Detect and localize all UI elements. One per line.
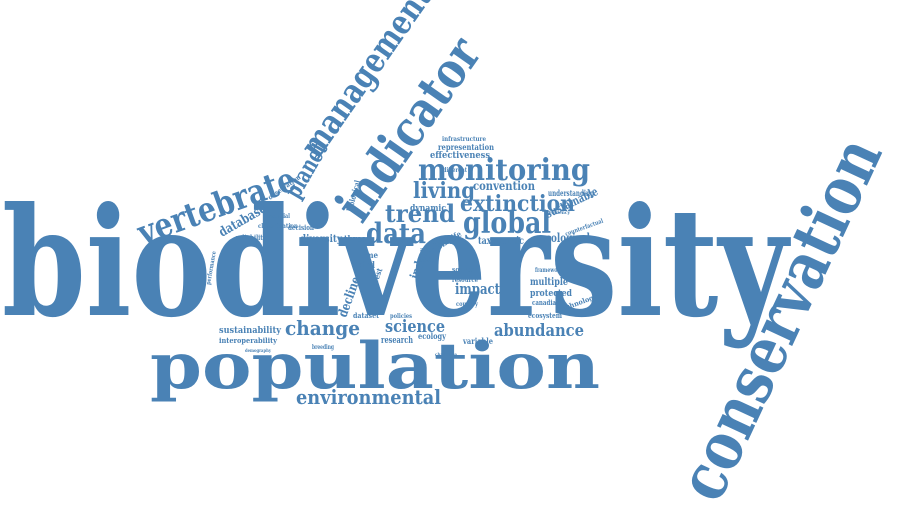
word-diversity: diversity — [300, 234, 343, 245]
word-different: different — [443, 167, 467, 174]
word-ecological: ecological — [540, 231, 590, 245]
word-source: source — [452, 265, 474, 274]
word-ecology: ecology — [418, 331, 446, 341]
word-dataset: dataset — [353, 311, 380, 320]
word-environmental: environmental — [296, 385, 441, 409]
word-resource: resource — [452, 277, 478, 284]
word-demography: demography — [245, 348, 272, 354]
word-threat: threat — [344, 235, 371, 245]
word-sustainability: sustainability — [219, 326, 282, 336]
word-area: area — [420, 245, 436, 254]
word-science: science — [385, 317, 445, 337]
word-canadian: canadian — [532, 298, 560, 307]
word-understanding: understanding — [548, 188, 594, 198]
word-convention: convention — [473, 179, 535, 193]
word-reliability: reliability — [236, 233, 267, 242]
word-representation: representation — [438, 142, 494, 152]
word-abundance: abundance — [494, 321, 584, 341]
word-deficiency: deficiency — [546, 210, 571, 216]
word-essential: essential — [266, 213, 291, 220]
word-population: population — [150, 329, 600, 404]
word-bird: bird — [357, 261, 376, 271]
word-ecosystem: ecosystem — [528, 311, 562, 320]
word-global: global — [463, 206, 551, 241]
word-country: country — [456, 301, 478, 308]
word-decision: decision — [288, 223, 314, 232]
word-classification: classification — [258, 223, 299, 230]
word-dynamic: dynamic — [410, 204, 446, 214]
word-extinction: extinction — [460, 191, 575, 217]
word-framework: framework — [535, 267, 564, 274]
word-change: change — [285, 316, 360, 340]
word-data: data — [366, 217, 426, 250]
word-body: body — [420, 257, 434, 264]
word-series: series — [433, 236, 457, 246]
word-taxonomic: taxonomic — [478, 236, 524, 247]
word-protected: protected — [530, 289, 573, 299]
word-biodiversity: biodiversity — [2, 175, 791, 351]
word-impact: impact — [455, 280, 500, 298]
word-challenge: challenge — [435, 352, 457, 358]
word-policies: policies — [390, 313, 413, 320]
word-living: living — [413, 178, 475, 204]
word-effectiveness: effectiveness — [430, 151, 490, 161]
word-time: time — [360, 250, 378, 260]
word-trend: trend — [385, 199, 455, 228]
word-variable: variable — [462, 336, 493, 346]
word-infrastructure: infrastructure — [442, 136, 486, 143]
word-monitoring: monitoring — [418, 153, 590, 188]
word-breeding: breeding — [312, 344, 335, 351]
word-multiple: multiple — [530, 277, 568, 288]
word-interoperability: interoperability — [219, 336, 278, 345]
word-research: research — [381, 336, 413, 346]
